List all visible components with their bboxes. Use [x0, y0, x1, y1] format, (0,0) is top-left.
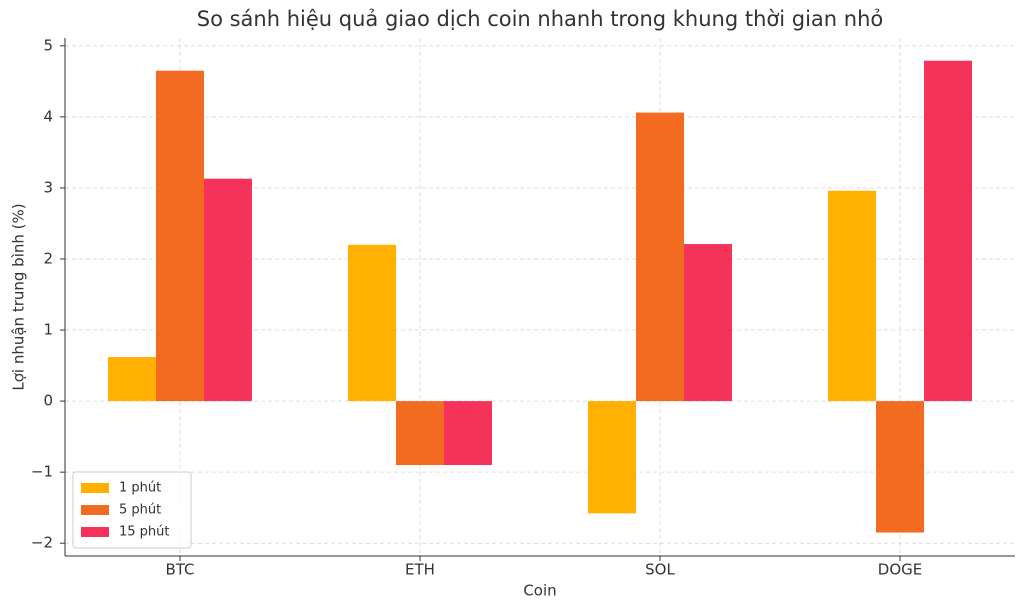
legend-swatch: [81, 527, 109, 537]
bar: [347, 244, 396, 402]
legend-label: 5 phút: [119, 503, 161, 518]
y-tick-label: 5: [43, 36, 53, 54]
legend-swatch: [81, 483, 109, 493]
bar: [395, 401, 444, 466]
y-tick-label: −2: [31, 534, 53, 552]
bar: [828, 190, 877, 402]
bar: [924, 60, 973, 402]
x-tick-label: ETH: [405, 561, 435, 579]
y-tick-label: −1: [31, 463, 53, 481]
y-tick-label: 4: [43, 107, 53, 125]
legend-label: 1 phút: [119, 481, 161, 496]
legend-label: 15 phút: [119, 525, 170, 540]
legend-layer: 1 phút 5 phút 15 phút: [72, 471, 192, 549]
y-tick-label: 1: [43, 321, 53, 339]
bar: [636, 112, 685, 402]
bar: [443, 401, 492, 466]
x-tick-label: BTC: [165, 561, 194, 579]
y-axis-label: Lợi nhuận trung bình (%): [10, 203, 28, 390]
x-tick-label: SOL: [645, 561, 675, 579]
x-tick-label: DOGE: [878, 561, 922, 579]
y-tick-label: 3: [43, 178, 53, 196]
axes-layer: [60, 38, 1015, 561]
legend-swatch: [81, 505, 109, 515]
bar: [876, 401, 925, 533]
bar: [203, 178, 252, 402]
y-tick-label: 0: [43, 392, 53, 410]
x-axis-label: Coin: [523, 582, 556, 600]
bar: [684, 244, 733, 402]
y-tick-label: 2: [43, 249, 53, 267]
bar: [155, 70, 204, 402]
bars-layer: [107, 60, 973, 533]
bar: [588, 401, 637, 514]
bar: [107, 357, 156, 402]
labels-layer: −2 −1 0 1 2 3 4 5 BTC ETH SOL DOGE: [31, 36, 922, 578]
chart-title: So sánh hiệu quả giao dịch coin nhanh tr…: [197, 7, 884, 31]
